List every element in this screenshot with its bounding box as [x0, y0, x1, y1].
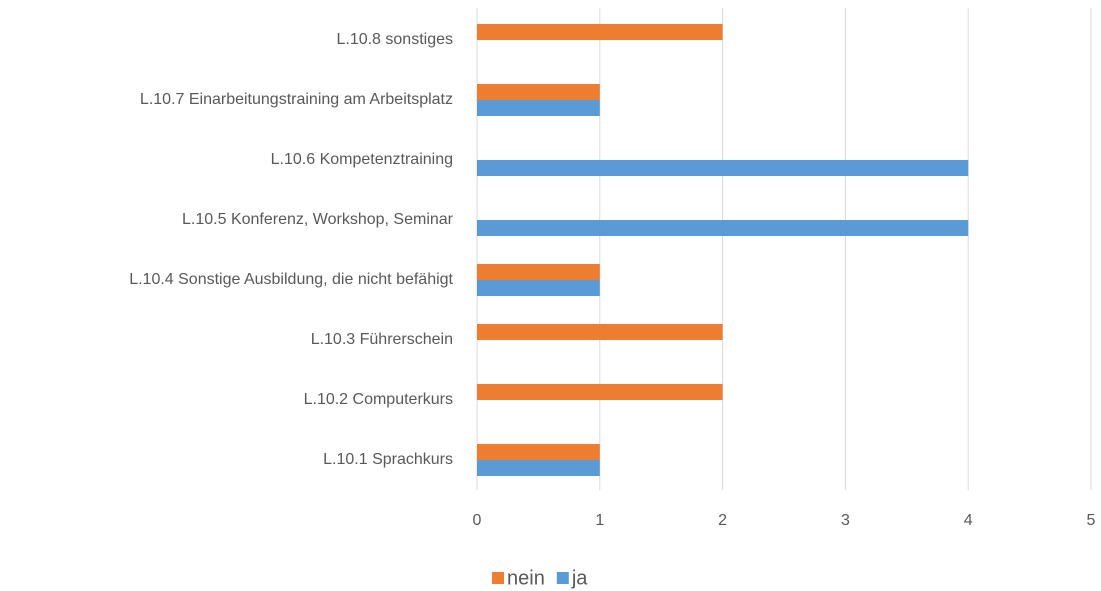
y-tick-label: L.10.1 Sprachkurs — [323, 451, 453, 468]
y-tick-label: L.10.2 Computerkurs — [304, 391, 453, 408]
bar — [477, 24, 723, 40]
y-tick-label: L.10.3 Führerschein — [311, 331, 453, 348]
bar — [477, 444, 600, 460]
y-tick-label: L.10.6 Kompetenztraining — [271, 151, 453, 168]
x-tick-label: 1 — [595, 512, 604, 529]
bar — [477, 384, 723, 400]
bar — [477, 220, 969, 236]
x-tick-label: 3 — [841, 512, 850, 529]
x-tick-label: 0 — [473, 512, 482, 529]
y-tick-label: L.10.8 sonstiges — [336, 31, 453, 48]
x-tick-label: 5 — [1087, 512, 1096, 529]
bar — [477, 324, 723, 340]
y-tick-label: L.10.7 Einarbeitungstraining am Arbeitsp… — [140, 91, 453, 108]
x-tick-label: 4 — [964, 512, 973, 529]
legend-swatch — [492, 572, 504, 584]
y-tick-label: L.10.4 Sonstige Ausbildung, die nicht be… — [129, 271, 453, 288]
legend-label: nein — [507, 567, 545, 589]
bar — [477, 280, 600, 296]
bar — [477, 460, 600, 476]
x-tick-label: 2 — [718, 512, 727, 529]
legend-swatch — [556, 572, 569, 584]
y-tick-label: L.10.5 Konferenz, Workshop, Seminar — [182, 211, 454, 228]
bar — [477, 160, 969, 176]
bar — [477, 84, 600, 100]
bar — [477, 100, 600, 116]
legend-label: ja — [571, 567, 588, 589]
bar — [477, 264, 600, 280]
